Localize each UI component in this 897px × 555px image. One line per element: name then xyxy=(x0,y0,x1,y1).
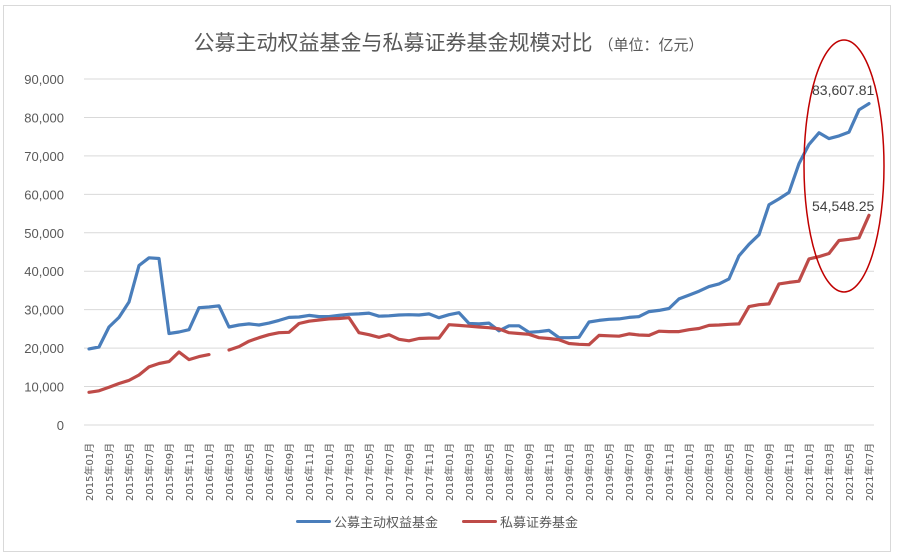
x-tick-label: 2019年05月 xyxy=(603,443,616,501)
y-tick-label: 70,000 xyxy=(24,149,64,164)
x-tick-label: 2017年09月 xyxy=(403,443,416,501)
x-tick-label: 2016年05月 xyxy=(243,443,256,501)
x-tick-label: 2020年01月 xyxy=(683,443,696,501)
x-tick-label: 2019年03月 xyxy=(583,443,596,501)
x-tick-label: 2019年09月 xyxy=(643,443,656,501)
x-tick-label: 2018年03月 xyxy=(463,443,476,501)
x-tick-label: 2021年07月 xyxy=(863,443,876,501)
x-tick-label: 2017年03月 xyxy=(343,443,356,501)
x-tick-label: 2019年07月 xyxy=(623,443,636,501)
x-tick-label: 2021年03月 xyxy=(823,443,836,501)
legend-item-private-fund: 私募证券基金 xyxy=(462,512,578,531)
x-tick-label: 2015年03月 xyxy=(103,443,116,501)
chart-frame xyxy=(3,5,891,552)
x-tick-label: 2015年09月 xyxy=(163,443,176,501)
chart-title: 公募主动权益基金与私募证券基金规模对比 （单位：亿元） xyxy=(0,27,897,57)
data-label-private-fund: 54,548.25 xyxy=(812,198,874,214)
x-tick-label: 2015年05月 xyxy=(123,443,136,501)
x-tick-label: 2017年05月 xyxy=(363,443,376,501)
x-tick-label: 2016年03月 xyxy=(223,443,236,501)
legend-label: 公募主动权益基金 xyxy=(334,516,439,531)
chart-title-text: 公募主动权益基金与私募证券基金规模对比 xyxy=(193,31,593,55)
legend-swatch-red xyxy=(462,520,498,523)
y-tick-label: 30,000 xyxy=(24,303,64,318)
y-tick-label: 40,000 xyxy=(24,264,64,279)
x-tick-label: 2017年07月 xyxy=(383,443,396,501)
y-tick-label: 10,000 xyxy=(24,380,64,395)
x-tick-label: 2016年01月 xyxy=(203,443,216,501)
x-tick-label: 2018年05月 xyxy=(483,443,496,501)
legend-item-public-fund: 公募主动权益基金 xyxy=(296,512,438,531)
highlight-ellipse xyxy=(803,39,885,293)
series-line-private-fund xyxy=(227,213,871,352)
legend-label: 私募证券基金 xyxy=(500,516,579,531)
x-tick-label: 2019年01月 xyxy=(563,443,576,501)
y-tick-label: 80,000 xyxy=(24,110,64,125)
x-tick-label: 2016年09月 xyxy=(283,443,296,501)
y-tick-label: 50,000 xyxy=(24,226,64,241)
x-tick-label: 2020年05月 xyxy=(723,443,736,501)
x-tick-label: 2020年07月 xyxy=(743,443,756,501)
chart-unit: （单位：亿元） xyxy=(598,36,704,54)
x-tick-label: 2016年07月 xyxy=(263,443,276,501)
x-tick-label: 2021年01月 xyxy=(803,443,816,501)
x-tick-label: 2015年01月 xyxy=(83,443,96,501)
x-tick-label: 2017年01月 xyxy=(323,443,336,501)
x-tick-label: 2018年07月 xyxy=(503,443,516,501)
x-tick-label: 2018年09月 xyxy=(523,443,536,501)
y-tick-label: 20,000 xyxy=(24,341,64,356)
series-line-public-fund xyxy=(87,101,871,351)
legend-swatch-blue xyxy=(296,520,331,523)
x-tick-label: 2020年09月 xyxy=(763,443,776,501)
legend: 公募主动权益基金 私募证券基金 xyxy=(296,512,602,531)
x-tick-label: 2015年07月 xyxy=(143,443,156,501)
x-tick-label: 2015年11月 xyxy=(183,443,196,501)
x-tick-label: 2018年01月 xyxy=(443,443,456,501)
x-tick-label: 2021年05月 xyxy=(843,443,856,501)
y-tick-label: 60,000 xyxy=(24,187,64,202)
x-tick-label: 2020年03月 xyxy=(703,443,716,501)
x-tick-label: 2019年11月 xyxy=(663,443,676,501)
y-tick-label: 90,000 xyxy=(24,72,64,87)
x-tick-label: 2017年11月 xyxy=(423,443,436,501)
x-tick-label: 2016年11月 xyxy=(303,443,316,501)
series-line-private-fund xyxy=(87,350,211,394)
x-tick-label: 2018年11月 xyxy=(543,443,556,501)
y-tick-label: 0 xyxy=(57,418,64,433)
data-label-public-fund: 83,607.81 xyxy=(812,82,874,98)
x-tick-label: 2020年11月 xyxy=(783,443,796,501)
